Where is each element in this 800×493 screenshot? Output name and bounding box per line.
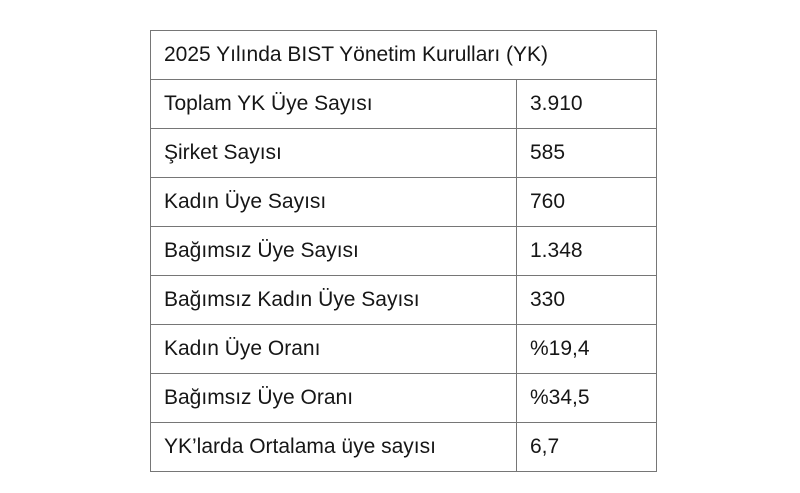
row-value: 585 bbox=[515, 128, 658, 178]
row-value: %19,4 bbox=[515, 324, 658, 374]
row-value: %34,5 bbox=[515, 373, 658, 423]
table-row: Kadın Üye Oranı %19,4 bbox=[150, 324, 658, 374]
row-label: Kadın Üye Sayısı bbox=[150, 177, 517, 227]
row-value: 6,7 bbox=[515, 422, 658, 472]
table-row: Toplam YK Üye Sayısı 3.910 bbox=[150, 79, 658, 129]
row-label: Bağımsız Kadın Üye Sayısı bbox=[150, 275, 517, 325]
table-row: Bağımsız Üye Oranı %34,5 bbox=[150, 373, 658, 423]
table-title: 2025 Yılında BIST Yönetim Kurulları (YK) bbox=[149, 30, 658, 80]
row-label: Toplam YK Üye Sayısı bbox=[150, 79, 517, 129]
row-value: 330 bbox=[515, 275, 658, 325]
row-label: YK’larda Ortalama üye sayısı bbox=[150, 422, 517, 472]
table-row: Bağımsız Üye Sayısı 1.348 bbox=[150, 226, 658, 276]
table-row: Kadın Üye Sayısı 760 bbox=[150, 177, 658, 227]
row-value: 760 bbox=[515, 177, 658, 227]
table-row: Şirket Sayısı 585 bbox=[150, 128, 658, 178]
row-value: 3.910 bbox=[515, 79, 658, 129]
bist-stats-table: 2025 Yılında BIST Yönetim Kurulları (YK)… bbox=[149, 30, 658, 472]
table-row: Bağımsız Kadın Üye Sayısı 330 bbox=[150, 275, 658, 325]
table-row: YK’larda Ortalama üye sayısı 6,7 bbox=[150, 422, 658, 472]
row-label: Şirket Sayısı bbox=[150, 128, 517, 178]
table-title-row: 2025 Yılında BIST Yönetim Kurulları (YK) bbox=[149, 30, 658, 80]
row-label: Bağımsız Üye Sayısı bbox=[150, 226, 517, 276]
row-value: 1.348 bbox=[515, 226, 658, 276]
row-label: Bağımsız Üye Oranı bbox=[150, 373, 517, 423]
row-label: Kadın Üye Oranı bbox=[150, 324, 517, 374]
